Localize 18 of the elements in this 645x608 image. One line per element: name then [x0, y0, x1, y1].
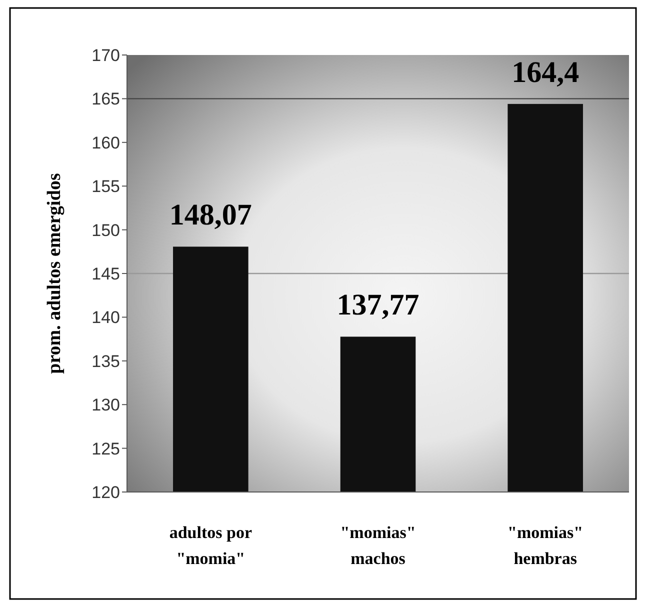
- data-label: 164,4: [512, 56, 580, 89]
- y-tick-label: 170: [92, 46, 120, 65]
- y-tick-label: 155: [92, 177, 120, 196]
- y-tick-label: 165: [92, 90, 120, 109]
- x-tick-label: "momias" machos: [340, 523, 416, 568]
- data-label: 148,07: [169, 198, 252, 232]
- y-tick-label: 145: [92, 264, 120, 284]
- y-tick-label: 140: [92, 308, 120, 328]
- y-tick-label: 120: [92, 482, 120, 502]
- y-tick-label: 125: [92, 439, 120, 458]
- y-tick-label: 150: [92, 220, 120, 240]
- y-tick-label: 135: [92, 352, 120, 371]
- data-label: 137,77: [336, 288, 420, 322]
- y-tick-label: 130: [92, 396, 120, 415]
- x-tick-label: adultos por "momia": [169, 523, 252, 568]
- y-tick-label: 160: [92, 133, 120, 152]
- x-tick-label: "momias" hembras: [508, 523, 584, 568]
- y-axis-title: prom. adultos emergidos: [44, 173, 65, 374]
